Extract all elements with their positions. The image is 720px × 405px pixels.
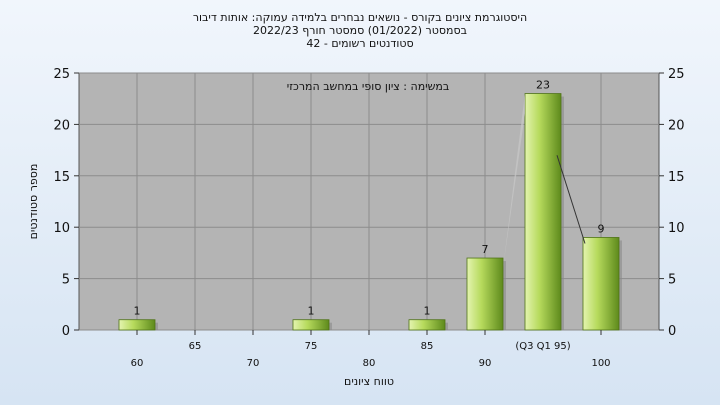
histogram-bar xyxy=(582,237,620,331)
quartile-shade xyxy=(503,93,525,269)
y-tick-label-left: 15 xyxy=(53,170,70,185)
bar-labels: 1 1 1 7 23 9 xyxy=(134,79,605,318)
histogram-bar xyxy=(292,319,330,331)
histogram-bar xyxy=(466,257,504,331)
bar-value-label: 1 xyxy=(308,305,315,318)
y-tick-label-right: 10 xyxy=(668,221,685,236)
bar-value-label: 1 xyxy=(134,305,141,318)
y-tick-label-left: 20 xyxy=(53,118,70,133)
x-tick-label: 70 xyxy=(247,358,260,369)
x-tick-label: 75 xyxy=(305,341,318,352)
bars xyxy=(118,93,622,331)
quartile-line xyxy=(556,155,586,244)
chart-title: היסטוגרמת ציונים בקורס - נושאים נבחרים ב… xyxy=(192,11,528,24)
x-tick-label: 90 xyxy=(479,358,492,369)
quartile-label: (Q3 Q1 95) xyxy=(515,341,570,352)
x-axis-label: טווח ציונים xyxy=(344,375,394,388)
y-tick-label-right: 25 xyxy=(668,67,685,82)
histogram-bar xyxy=(118,319,156,331)
x-tick-label: 60 xyxy=(131,358,144,369)
y-tick-label-right: 5 xyxy=(668,273,676,288)
bar-value-label: 7 xyxy=(482,243,489,256)
y-tick-label-right: 0 xyxy=(668,324,676,339)
y-tick-label-left: 0 xyxy=(62,324,70,339)
chart-annotation: במשימה : ציון סופי במחשב המרכזי xyxy=(287,80,450,93)
chart-subtitle: בסמסטר (01/2022) סמסטר חורף 2022/23 xyxy=(253,24,467,37)
x-tick-label: 80 xyxy=(363,358,376,369)
x-axis-ticks: 60 65 70 75 80 85 90 100 (Q3 Q1 95) xyxy=(131,330,611,369)
bar-value-label: 23 xyxy=(536,79,550,92)
y-tick-label-right: 15 xyxy=(668,170,685,185)
bar-value-label: 1 xyxy=(424,305,431,318)
y-axis-right-ticks: 0 5 10 15 20 25 xyxy=(659,67,685,339)
y-axis-left-ticks: 0 5 10 15 20 25 xyxy=(53,67,79,339)
histogram-bar xyxy=(524,93,562,331)
y-tick-label-right: 20 xyxy=(668,118,685,133)
enrolled-students-label: 42 - סטודנטים רשומים xyxy=(306,37,414,50)
bar-value-label: 9 xyxy=(598,222,605,235)
y-axis-label: מספר סטודנטים xyxy=(27,164,40,240)
y-tick-label-left: 25 xyxy=(53,67,70,82)
x-tick-label: 85 xyxy=(421,341,434,352)
x-tick-label: 65 xyxy=(189,341,202,352)
x-tick-label: 100 xyxy=(591,358,610,369)
y-tick-label-left: 5 xyxy=(62,273,70,288)
histogram-bar xyxy=(408,319,446,331)
y-tick-label-left: 10 xyxy=(53,221,70,236)
